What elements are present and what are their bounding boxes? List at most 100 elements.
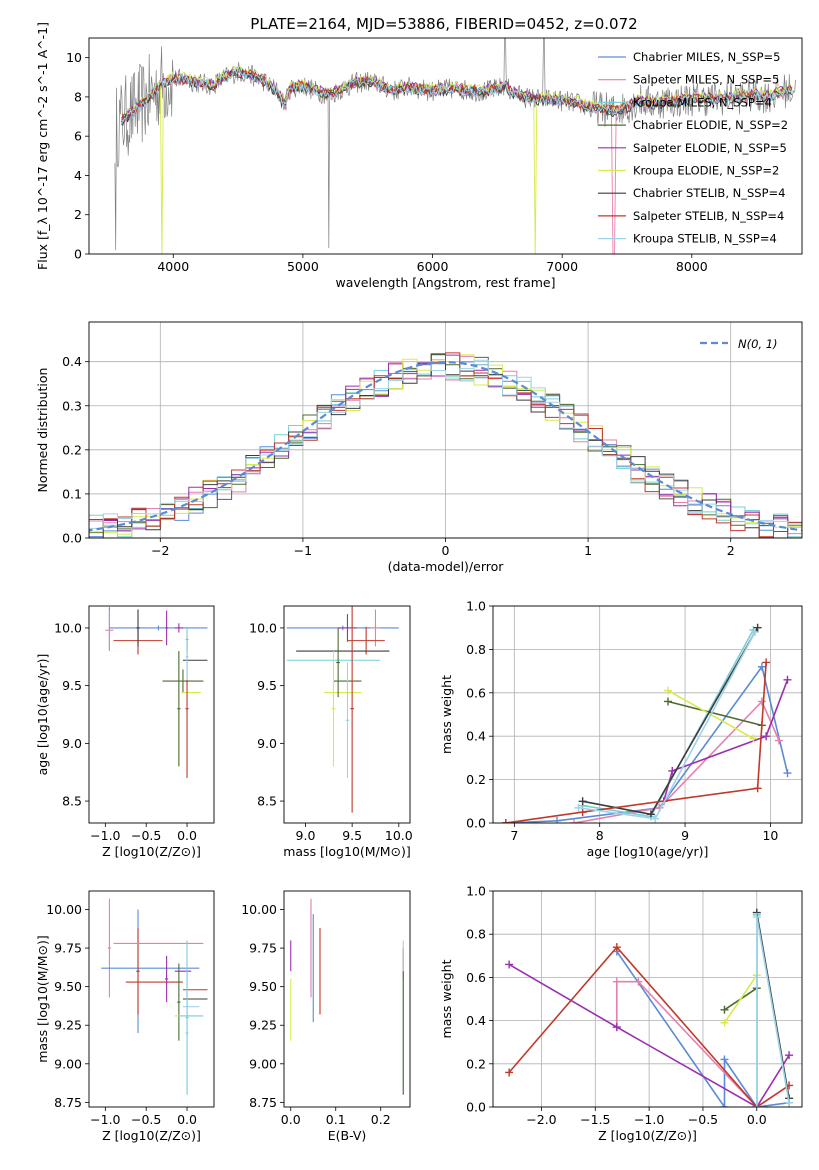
y-tick-label: 0.6 [466, 685, 486, 700]
panel-2: −1.0 −0.5 0.0 8.5 9.0 9.5 10.0 Z [log10(Z/Z⊙)] a… [35, 605, 215, 859]
y-tick-label: 1.0 [466, 599, 486, 614]
mass-weight-line [508, 945, 790, 1107]
plot-area [105, 607, 208, 778]
y-tick-label: 8.75 [54, 1095, 82, 1110]
y-tick-label: 9.0 [62, 736, 82, 751]
axes-frame [88, 321, 803, 539]
panel-1: −2 −1 0 1 2 0.0 0.1 0.2 0.3 0.4 (data-model)/error… [35, 321, 803, 574]
x-tick-label: −1 [294, 543, 312, 558]
legend-entry: Kroupa MILES, N_SSP=4 [633, 95, 772, 109]
spectrum-legend: Chabrier MILES, N_SSP=5 Salpeter MILES, N… [598, 50, 788, 246]
plot-area [501, 623, 792, 823]
mass-weight-marker [612, 977, 621, 986]
mass-weight-line [662, 679, 789, 802]
x-tick-label: −1.0 [634, 1112, 664, 1127]
residual-histogram [89, 353, 802, 538]
plot-area [286, 606, 399, 813]
x-axis-label: wavelength [Angstrom, rest frame] [335, 275, 555, 290]
mass-weight-marker [612, 943, 621, 952]
y-tick-label: 9.25 [54, 1018, 82, 1033]
legend-entry: Chabrier STELIB, N_SSP=4 [633, 186, 785, 200]
y-tick-label: 10.00 [241, 902, 277, 917]
x-tick-label: 0.0 [281, 1112, 301, 1127]
y-tick-label: 9.50 [54, 979, 82, 994]
mass-weight-marker [501, 819, 510, 823]
mass-weight-marker [752, 1103, 761, 1107]
y-tick-label: 0.8 [466, 642, 486, 657]
y-tick-label: 8.5 [257, 794, 277, 809]
x-tick-label: 8 [596, 828, 604, 843]
y-tick-label: 9.75 [54, 941, 82, 956]
y-tick-label: 0.2 [466, 772, 486, 787]
y-tick-label: 9.0 [257, 736, 277, 751]
y-axis-label: mass weight [439, 675, 454, 754]
x-tick-label: −2.0 [526, 1112, 556, 1127]
x-tick-label: 7 [510, 828, 518, 843]
spectrum-title: PLATE=2164, MJD=53886, FIBERID=0452, z=0… [250, 15, 637, 33]
mass-weight-marker [783, 769, 792, 778]
x-tick-label: −1.5 [580, 1112, 610, 1127]
y-tick-label: 0.0 [466, 1100, 486, 1115]
mass-weight-marker [663, 686, 672, 695]
y-tick-label: 0.0 [62, 531, 82, 546]
mass-weight-line [667, 700, 763, 727]
legend-entry: Salpeter STELIB, N_SSP=4 [633, 209, 784, 223]
x-tick-label: 0.2 [371, 1112, 391, 1127]
mass-weight-marker [553, 816, 562, 823]
x-tick-label: 0.1 [326, 1112, 346, 1127]
axes-frame [492, 890, 803, 1108]
plot-area [101, 898, 208, 1095]
plot-area [505, 908, 794, 1107]
panel-6: 0.0 0.1 0.2 8.75 9.00 9.25 9.50 9.75 10.00 E(B-V) [241, 890, 411, 1143]
mass-weight-marker [753, 623, 762, 632]
mass-weight-marker [663, 697, 672, 706]
x-tick-label: 9 [681, 828, 689, 843]
mass-weight-marker [783, 675, 792, 684]
legend-entry: Chabrier ELODIE, N_SSP=2 [633, 118, 788, 132]
y-tick-label: 9.50 [249, 979, 277, 994]
mass-weight-marker [774, 736, 783, 745]
x-tick-label: −0.5 [131, 828, 161, 843]
panel-7: −2.0 −1.5 −1.0 −0.5 0.0 0.0 0.2 0.4 0.6 0.8 1.0 Z [… [439, 884, 803, 1143]
mass-weight-marker [720, 1103, 729, 1107]
legend-entry: Kroupa STELIB, N_SSP=4 [633, 232, 777, 246]
axes-frame [283, 605, 411, 824]
plot-area [89, 352, 802, 538]
x-tick-label: −0.5 [131, 1112, 161, 1127]
mass-weight-line [508, 963, 790, 1107]
y-tick-label: 2 [74, 207, 82, 222]
y-tick-label: 4 [74, 168, 82, 183]
plot-area [290, 898, 404, 1095]
mass-weight-marker [785, 1051, 794, 1060]
mass-weight-line [573, 700, 780, 823]
x-axis-label: Z [log10(Z/Z⊙)] [598, 1128, 697, 1143]
mass-weight-marker [505, 1068, 514, 1077]
panel-5: −1.0 −0.5 0.0 8.75 9.00 9.25 9.50 9.75 10.00 Z [l… [35, 890, 215, 1143]
axes-frame [88, 605, 215, 824]
mass-weight-marker [720, 1005, 729, 1014]
plot-area [114, 38, 796, 254]
y-axis-label: Flux [f_λ 10^-17 erg cm^-2 s^-1 A^-1] [35, 22, 50, 270]
mass-weight-marker [753, 784, 762, 793]
x-tick-label: −2 [151, 543, 169, 558]
mass-weight-marker [752, 912, 761, 921]
x-tick-label: −1.0 [90, 828, 120, 843]
y-tick-label: 0.2 [62, 442, 82, 457]
y-axis-label: age [log10(age/yr)] [35, 654, 50, 776]
y-tick-label: 9.25 [249, 1018, 277, 1033]
x-tick-label: 8000 [676, 259, 708, 274]
x-tick-label: 0.0 [177, 1112, 197, 1127]
x-tick-label: 2 [727, 543, 735, 558]
y-tick-label: 0.4 [466, 1013, 486, 1028]
y-tick-label: 0.4 [62, 354, 82, 369]
y-tick-label: 10.0 [54, 620, 82, 635]
mass-weight-marker [651, 814, 660, 823]
legend-entry: Salpeter MILES, N_SSP=5 [633, 73, 779, 87]
y-tick-label: 9.00 [249, 1056, 277, 1071]
mass-weight-line [616, 980, 758, 1107]
mass-weight-marker [578, 808, 587, 817]
x-tick-label: 0.0 [747, 1112, 767, 1127]
y-tick-label: 0.0 [466, 816, 486, 831]
mass-weight-marker [646, 810, 655, 819]
